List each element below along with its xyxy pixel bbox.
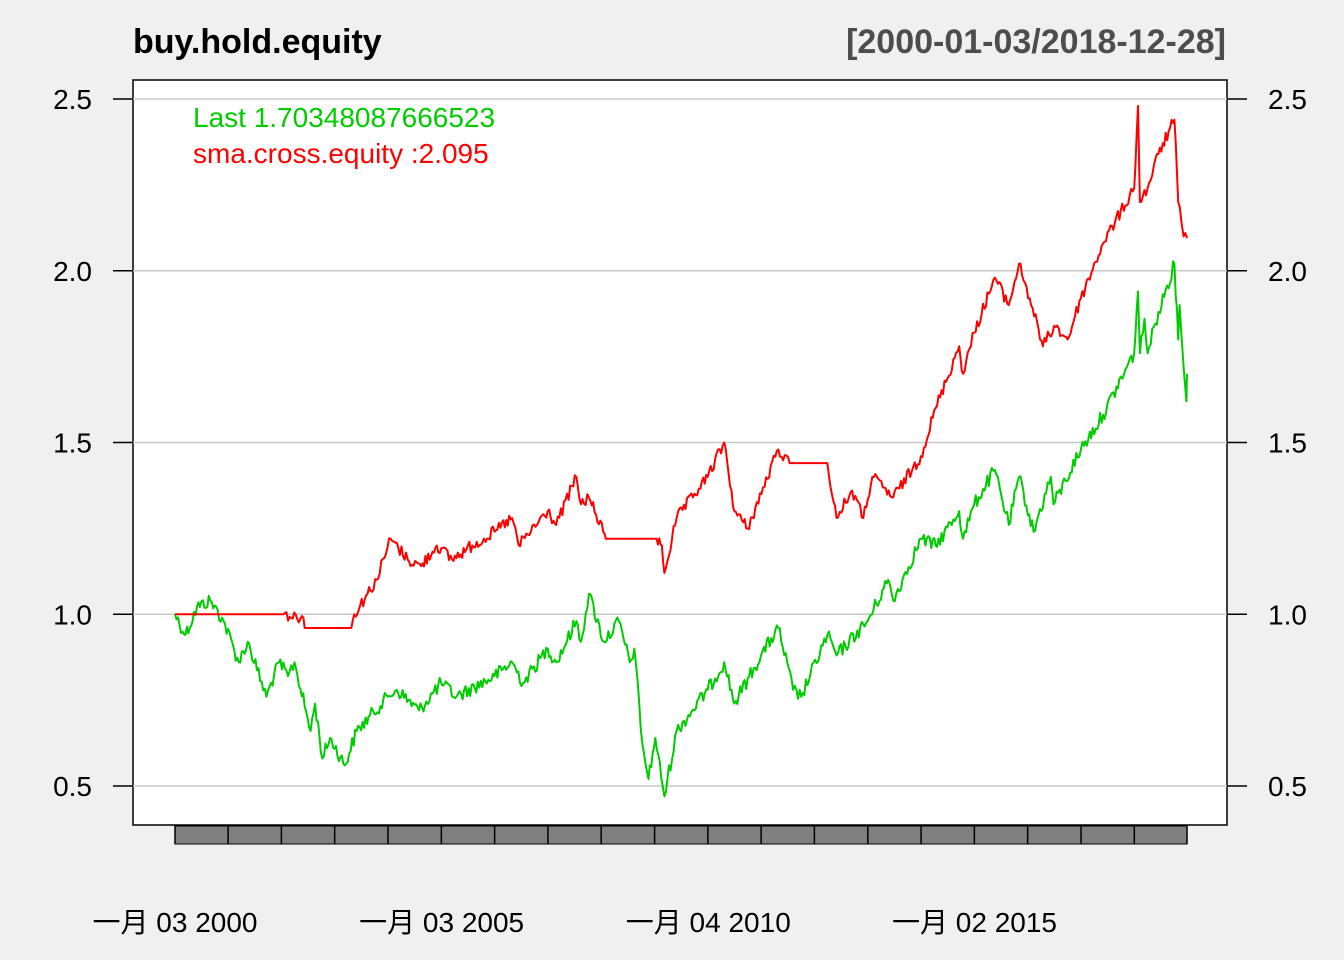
series-line-sma-cross-equity bbox=[175, 104, 1188, 629]
x-axis-labels: 一月 03 2000 一月 03 2005 一月 04 2010 一月 02 2015 bbox=[93, 907, 1058, 938]
series-lines bbox=[174, 104, 1188, 798]
chart-title: buy.hold.equity bbox=[133, 23, 382, 61]
y-tick-label-right: 1.0 bbox=[1268, 599, 1307, 630]
legend: Last 1.70348087666523 sma.cross.equity :2… bbox=[193, 102, 495, 169]
y-tick-label-right: 2.0 bbox=[1268, 256, 1307, 287]
x-tick-label: 一月 04 2010 bbox=[626, 907, 791, 938]
y-tick-label-right: 0.5 bbox=[1268, 771, 1307, 802]
x-tick-label: 一月 03 2000 bbox=[93, 907, 258, 938]
series-line-buy-hold-equity bbox=[174, 260, 1188, 798]
y-axis-right: 0.5 1.0 1.5 2.0 2.5 bbox=[1227, 84, 1307, 802]
y-tick-label-left: 0.5 bbox=[53, 771, 92, 802]
x-tick-label: 一月 02 2015 bbox=[892, 907, 1057, 938]
legend-entry: sma.cross.equity :2.095 bbox=[193, 138, 489, 169]
x-axis-bar bbox=[174, 825, 1188, 845]
y-gridlines bbox=[133, 98, 1227, 787]
plot-area bbox=[132, 79, 1228, 826]
date-range-label: [2000-01-03/2018-12-28] bbox=[846, 23, 1226, 61]
x-axis-bar-fill bbox=[174, 825, 1188, 845]
y-tick-label-left: 2.0 bbox=[53, 256, 92, 287]
y-axis-left: 0.5 1.0 1.5 2.0 2.5 bbox=[53, 84, 133, 802]
x-tick-label: 一月 03 2005 bbox=[359, 907, 524, 938]
legend-entry: Last 1.70348087666523 bbox=[193, 102, 495, 133]
y-tick-label-left: 1.0 bbox=[53, 599, 92, 630]
y-tick-label-right: 1.5 bbox=[1268, 428, 1307, 459]
y-tick-label-right: 2.5 bbox=[1268, 84, 1307, 115]
y-tick-label-left: 2.5 bbox=[53, 84, 92, 115]
y-tick-label-left: 1.5 bbox=[53, 428, 92, 459]
